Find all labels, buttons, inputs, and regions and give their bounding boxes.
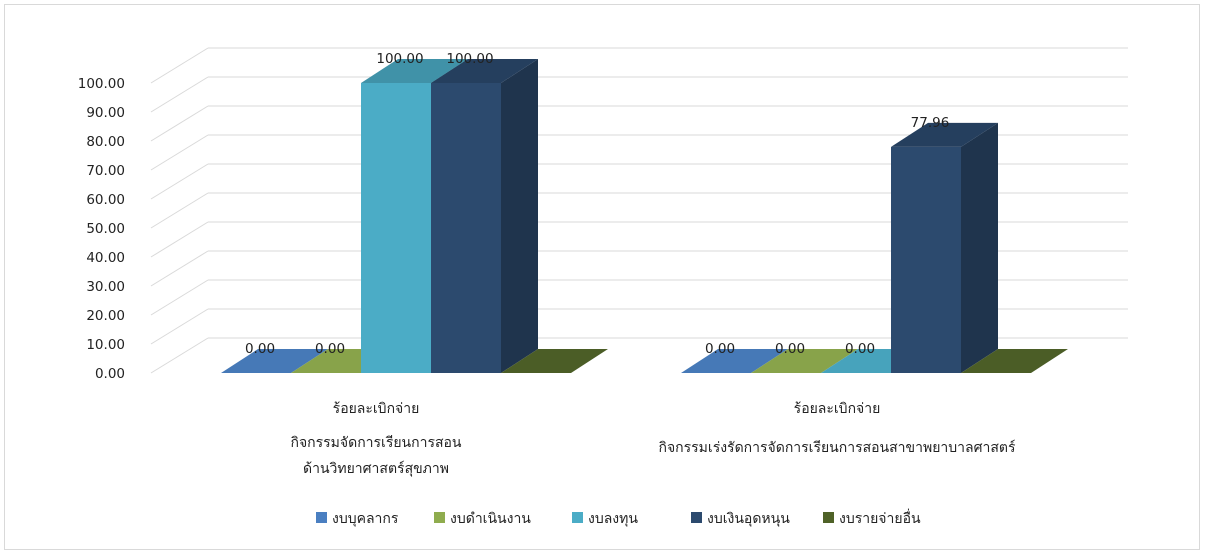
data-label: 100.00	[376, 51, 423, 67]
legend-label: งบบุคลากร	[332, 511, 399, 527]
legend-label: งบดำเนินงาน	[450, 511, 531, 527]
legend-label: งบเงินอุดหนุน	[707, 511, 790, 527]
gridline-side	[150, 105, 209, 142]
y-tick-label: 20.00	[86, 308, 125, 324]
data-label: 0.00	[845, 341, 875, 357]
bar-front	[891, 146, 961, 373]
bar-top	[221, 349, 328, 373]
gridline-side	[150, 163, 209, 200]
category-label: ร้อยละเบิกจ่าย	[333, 401, 420, 417]
bar-side	[961, 122, 998, 373]
bar-top	[431, 59, 538, 83]
y-tick-label: 40.00	[86, 250, 125, 266]
gridline-side	[150, 250, 209, 287]
bar-top	[891, 122, 998, 147]
y-tick-label: 80.00	[86, 134, 125, 150]
y-tick-label: 70.00	[86, 163, 125, 179]
category-label: ด้านวิทยาศาสตร์สุขภาพ	[303, 460, 449, 477]
y-tick-label: 0.00	[95, 366, 125, 382]
bar-top	[751, 349, 858, 373]
bar-top	[501, 349, 608, 373]
data-label: 0.00	[775, 341, 805, 357]
gridline-side	[150, 192, 209, 229]
y-tick-label: 90.00	[86, 105, 125, 121]
y-tick-label: 30.00	[86, 279, 125, 295]
gridline-side	[150, 308, 209, 345]
bar-side	[501, 59, 538, 373]
legend-swatch	[434, 512, 445, 523]
chart-frame: 0.00 10.00 20.00 30.00 40.00 50.00 60.00 70.00 8…	[4, 4, 1200, 550]
data-label: 77.96	[911, 115, 950, 131]
data-label: 0.00	[315, 341, 345, 357]
y-tick-label: 100.00	[78, 76, 125, 92]
y-tick-label: 10.00	[86, 337, 125, 353]
legend-swatch	[572, 512, 583, 523]
gridline-side	[150, 221, 209, 258]
bar-front	[431, 83, 501, 373]
y-tick-label: 50.00	[86, 221, 125, 237]
legend-swatch	[823, 512, 834, 523]
gridline-side	[150, 337, 209, 374]
gridline-side	[150, 279, 209, 316]
bar-top	[681, 349, 788, 373]
bar-top	[361, 59, 468, 83]
category-label: กิจกรรมจัดการเรียนการสอน	[290, 435, 461, 451]
category-label: กิจกรรมเร่งรัดการจัดการเรียนการสอนสาขาพย…	[658, 439, 1015, 456]
gridline-side	[150, 134, 209, 171]
category-label: ร้อยละเบิกจ่าย	[794, 401, 881, 417]
legend-swatch	[691, 512, 702, 523]
gridline-side	[150, 47, 209, 84]
bar-front	[361, 83, 431, 373]
legend-swatch	[316, 512, 327, 523]
y-tick-label: 60.00	[86, 192, 125, 208]
data-label: 100.00	[446, 51, 493, 67]
chart-3d-column: 0.00 10.00 20.00 30.00 40.00 50.00 60.00 70.00 8…	[78, 47, 1128, 527]
gridline-side	[150, 76, 209, 113]
legend-label: งบลงทุน	[588, 511, 638, 527]
legend-label: งบรายจ่ายอื่น	[839, 509, 921, 527]
bar-top	[961, 349, 1068, 373]
data-label: 0.00	[705, 341, 735, 357]
data-label: 0.00	[245, 341, 275, 357]
